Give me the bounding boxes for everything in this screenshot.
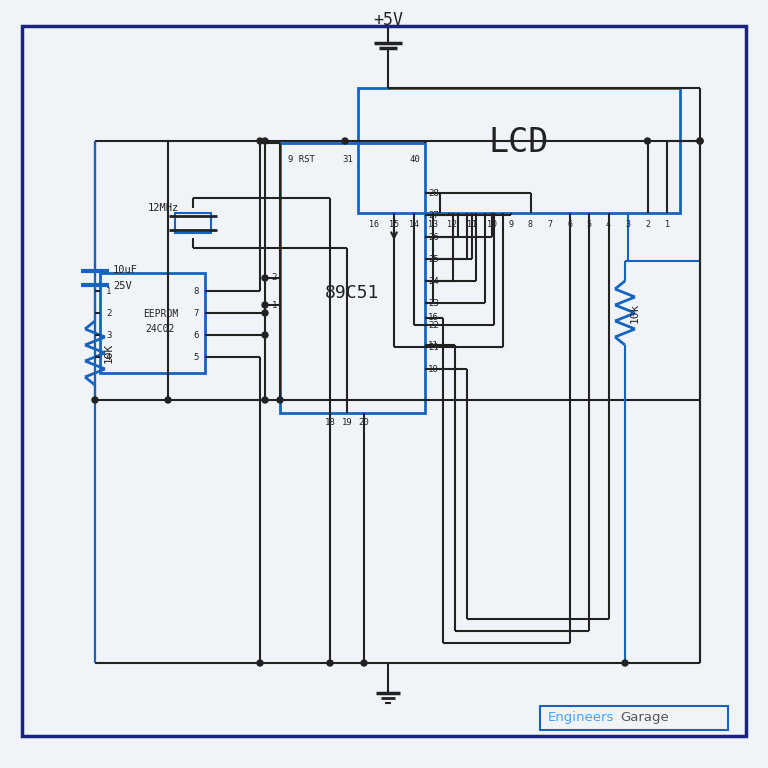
Text: 5: 5 bbox=[587, 220, 591, 229]
Circle shape bbox=[697, 138, 703, 144]
Text: 23: 23 bbox=[428, 299, 439, 307]
Circle shape bbox=[277, 397, 283, 403]
Text: 31: 31 bbox=[342, 154, 353, 164]
Circle shape bbox=[262, 310, 268, 316]
Bar bbox=[175, 213, 211, 233]
Text: +5V: +5V bbox=[373, 11, 403, 29]
Circle shape bbox=[257, 138, 263, 144]
Circle shape bbox=[622, 660, 628, 666]
Bar bbox=[100, 273, 205, 373]
Text: 10K: 10K bbox=[104, 343, 114, 363]
Circle shape bbox=[342, 138, 348, 144]
Text: 1: 1 bbox=[272, 300, 277, 310]
Circle shape bbox=[697, 138, 703, 144]
Text: 9 RST: 9 RST bbox=[288, 154, 315, 164]
Bar bbox=[280, 143, 425, 413]
Text: 6: 6 bbox=[567, 220, 572, 229]
Text: 7: 7 bbox=[548, 220, 552, 229]
Circle shape bbox=[262, 275, 268, 281]
Text: 14: 14 bbox=[409, 220, 419, 229]
Circle shape bbox=[92, 397, 98, 403]
Circle shape bbox=[262, 397, 268, 403]
Text: 12: 12 bbox=[448, 220, 458, 229]
Text: 8: 8 bbox=[528, 220, 533, 229]
Bar bbox=[540, 706, 728, 730]
Text: LCD: LCD bbox=[488, 126, 549, 159]
Text: 5: 5 bbox=[194, 353, 199, 362]
Text: 89C51: 89C51 bbox=[326, 284, 379, 302]
Text: 10: 10 bbox=[486, 220, 496, 229]
Circle shape bbox=[327, 660, 333, 666]
Circle shape bbox=[262, 138, 268, 144]
Text: 3: 3 bbox=[625, 220, 631, 229]
Circle shape bbox=[262, 302, 268, 308]
Text: 20: 20 bbox=[359, 418, 369, 427]
Text: 40: 40 bbox=[409, 154, 420, 164]
Text: 25V: 25V bbox=[113, 281, 132, 291]
Text: 4: 4 bbox=[106, 353, 111, 362]
Text: 10: 10 bbox=[428, 365, 439, 373]
Text: 18: 18 bbox=[325, 418, 336, 427]
Text: 28: 28 bbox=[428, 188, 439, 197]
Text: 22: 22 bbox=[428, 320, 439, 329]
Text: 1: 1 bbox=[106, 286, 111, 296]
Text: 13: 13 bbox=[428, 220, 438, 229]
Text: Engineers: Engineers bbox=[548, 711, 614, 724]
Text: 10k: 10k bbox=[630, 303, 640, 323]
Text: EEPROM: EEPROM bbox=[143, 309, 178, 319]
Text: 27: 27 bbox=[428, 210, 439, 220]
Text: Garage: Garage bbox=[620, 711, 669, 724]
Text: 4: 4 bbox=[606, 220, 611, 229]
Circle shape bbox=[361, 660, 367, 666]
Bar bbox=[358, 88, 680, 213]
Text: 21: 21 bbox=[428, 343, 439, 352]
Text: 7: 7 bbox=[194, 309, 199, 317]
Text: 19: 19 bbox=[342, 418, 353, 427]
Text: 10uF: 10uF bbox=[113, 265, 138, 275]
Text: 11: 11 bbox=[428, 340, 439, 349]
Circle shape bbox=[165, 397, 171, 403]
Text: 3: 3 bbox=[106, 330, 111, 339]
Text: 11: 11 bbox=[467, 220, 477, 229]
Text: 26: 26 bbox=[428, 233, 439, 241]
Text: 24C02: 24C02 bbox=[146, 324, 175, 334]
Text: 9: 9 bbox=[508, 220, 514, 229]
Text: 12MHz: 12MHz bbox=[148, 203, 179, 213]
Circle shape bbox=[262, 332, 268, 338]
Circle shape bbox=[644, 138, 650, 144]
Text: 6: 6 bbox=[194, 330, 199, 339]
Text: 8: 8 bbox=[194, 286, 199, 296]
Text: 15: 15 bbox=[389, 220, 399, 229]
Text: 24: 24 bbox=[428, 276, 439, 286]
Text: 2: 2 bbox=[272, 273, 277, 283]
Text: 16: 16 bbox=[428, 313, 439, 323]
Text: 16: 16 bbox=[369, 220, 379, 229]
Circle shape bbox=[257, 660, 263, 666]
Text: 1: 1 bbox=[664, 220, 670, 229]
Text: 2: 2 bbox=[106, 309, 111, 317]
Text: 25: 25 bbox=[428, 254, 439, 263]
Text: 2: 2 bbox=[645, 220, 650, 229]
